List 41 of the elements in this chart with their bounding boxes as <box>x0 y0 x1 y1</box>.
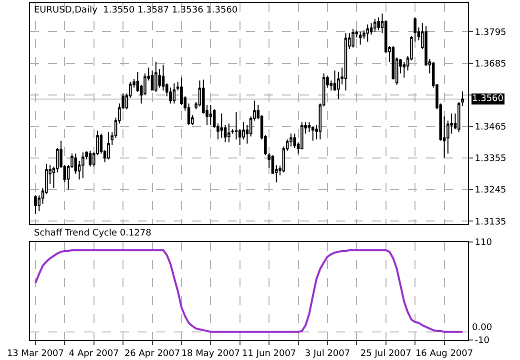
y-tick-label: 1.3135 <box>474 217 506 228</box>
candlestick <box>374 18 376 32</box>
y-tick-label: 1.3245 <box>474 186 506 196</box>
y-tick-label: 1.3355 <box>474 154 506 164</box>
x-tick-label: 18 May 2007 <box>181 348 240 359</box>
candlestick <box>88 150 92 168</box>
y-tick-label: -10 <box>474 336 490 346</box>
candlestick <box>154 61 158 92</box>
candlestick <box>209 104 212 126</box>
x-tick-label: 13 Mar 2007 <box>6 348 64 359</box>
candlestick <box>377 16 380 31</box>
x-tick-label: 25 Jul 2007 <box>360 348 412 359</box>
chart-title: EURUSD,Daily 1.3550 1.3587 1.3536 1.3560 <box>34 5 238 16</box>
chart-title: Schaff Trend Cycle 0.1278 <box>34 228 152 238</box>
candlestick <box>172 82 176 104</box>
candlestick <box>220 113 224 138</box>
x-tick-label: 4 Apr 2007 <box>68 348 119 359</box>
x-tick-label: 26 Apr 2007 <box>124 348 180 359</box>
x-tick-label: 16 Aug 2007 <box>415 348 474 359</box>
y-tick-label: 1.3685 <box>474 59 506 70</box>
y-tick-label: 110 <box>474 238 492 248</box>
candlestick <box>300 122 304 150</box>
ref-line-label: 0.00 <box>472 323 492 333</box>
line-series <box>34 249 464 333</box>
candlestick <box>228 123 230 143</box>
y-tick-label: 1.3795 <box>474 28 506 38</box>
candlestick <box>344 32 348 92</box>
y-tick-label: 1.3465 <box>474 122 506 133</box>
candlestick <box>290 133 292 148</box>
candlestick <box>107 132 110 160</box>
candlestick <box>169 87 172 104</box>
candlestick <box>366 24 370 42</box>
candlestick <box>352 28 354 48</box>
candlestick <box>358 31 362 46</box>
candlestick <box>337 71 340 100</box>
candlestick <box>34 194 37 214</box>
x-tick-label: 11 Jun 2007 <box>242 348 296 359</box>
ref-line-label: 1.3560 <box>472 94 504 104</box>
candlestick <box>82 152 84 179</box>
candlestick <box>311 126 314 142</box>
x-tick-label: 3 Jul 2007 <box>304 348 350 359</box>
